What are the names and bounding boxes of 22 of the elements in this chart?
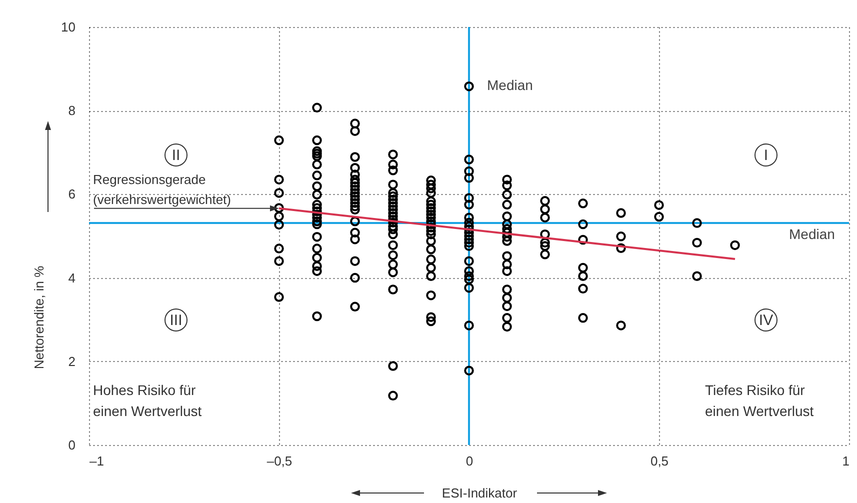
- x-tick-label: 1: [842, 454, 850, 468]
- y-tick-label: 4: [68, 270, 76, 286]
- x-axis-title: ESI-Indikator: [442, 486, 518, 500]
- y-tick-label: 2: [68, 354, 76, 369]
- annotation: Tiefes Risiko für einen Wertverlust: [705, 382, 814, 419]
- y-tick-label: 8: [68, 103, 76, 118]
- ref-line-label: Median: [487, 77, 533, 93]
- annotation: III: [170, 312, 182, 329]
- annotation: II: [172, 147, 180, 164]
- y-tick-label: 6: [68, 186, 76, 202]
- y-tick-label: 10: [61, 20, 76, 34]
- y-tick-label: 0: [68, 438, 76, 452]
- annotation: Regressionsgerade (verkehrswertgewichtet): [93, 172, 231, 207]
- x-tick-label: 0,5: [650, 454, 669, 468]
- x-tick-label: –1: [90, 454, 104, 468]
- y-axis-title: Nettorendite, in %: [32, 265, 46, 370]
- x-tick-label: –0,5: [266, 454, 292, 468]
- x-tick-label: 0: [466, 454, 474, 468]
- ref-line-label: Median: [789, 226, 835, 242]
- annotation: I: [764, 147, 768, 164]
- annotation: Hohes Risiko für einen Wertverlust: [93, 382, 202, 419]
- annotation: IV: [758, 312, 774, 329]
